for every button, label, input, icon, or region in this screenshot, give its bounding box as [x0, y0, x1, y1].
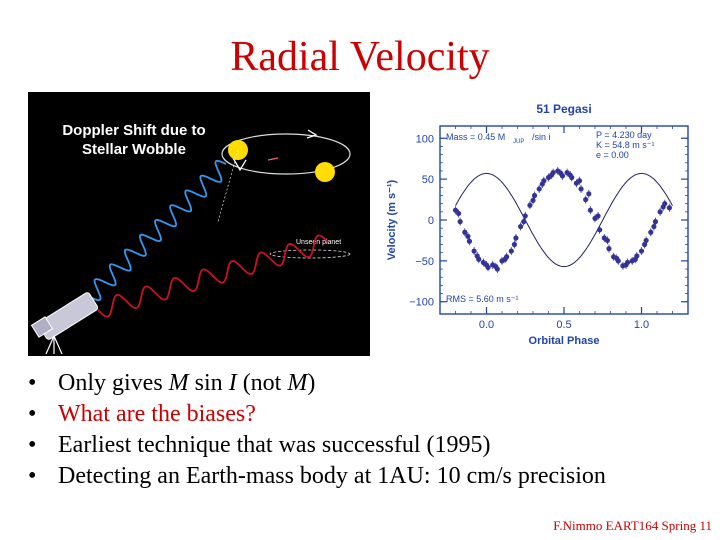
doppler-wobble-figure: Unseen planet Doppler Shift due to Stell… [28, 92, 370, 356]
motion-arrow-icon [267, 157, 279, 161]
bullet-item: • Only gives M sin I (not M) [28, 368, 718, 399]
bullet-item: • What are the biases? [28, 399, 718, 430]
blueshift-wave [89, 159, 227, 302]
y-tick-label: −100 [409, 297, 434, 309]
mass-subscript: JUP [513, 139, 524, 145]
sightline [217, 149, 239, 223]
redshift-wave [97, 234, 329, 318]
bullet-item: • Detecting an Earth-mass body at 1AU: 10… [28, 461, 718, 492]
orbit-arrow-icon [306, 129, 318, 139]
bullet-item: • Earliest technique that was successful … [28, 430, 718, 461]
figure-title: Doppler Shift due to Stellar Wobble [34, 122, 234, 160]
bullet-list: • Only gives M sin I (not M) • What are the… [28, 368, 718, 492]
bullet-text: M [168, 370, 189, 396]
planet-orbit-line [269, 249, 351, 259]
wobble-orbit [221, 133, 351, 175]
plot-frame [439, 125, 689, 315]
bullet-dot: • [28, 432, 37, 458]
star-icon-2 [315, 162, 335, 182]
radial-velocity-chart: 51 Pegasi −100 −50 0 50 100 0.0 0.5 1.0 Orbital P… [378, 96, 700, 358]
bullet-text: Earliest technique that was successful (… [58, 432, 491, 458]
rv-chart-svg: 51 Pegasi −100 −50 0 50 100 0.0 0.5 1.0 Orbital P… [386, 102, 689, 347]
doppler-wobble-illustration: Unseen planet [30, 129, 351, 355]
mass-annotation-tail: /sin i [532, 132, 551, 142]
x-axis-label: Orbital Phase [529, 335, 600, 347]
bullet-text: I [228, 370, 237, 396]
slide-title: Radial Velocity [230, 34, 490, 80]
y-tick-label: 100 [416, 133, 434, 145]
orbit-param: P = 4.230 day [596, 130, 652, 140]
bullet-text: Detecting an Earth-mass body at 1AU: 10 … [58, 463, 606, 489]
fit-curve [455, 172, 673, 268]
bullet-text: ) [307, 370, 316, 396]
bullet-text: sin [188, 370, 229, 396]
y-axis-label: Velocity (m s⁻¹) [386, 179, 398, 260]
chart-title: 51 Pegasi [536, 102, 591, 116]
bullet-dot: • [28, 370, 37, 396]
orbit-param: K = 54.8 m s⁻¹ [596, 140, 655, 150]
y-tick-label: −50 [415, 256, 434, 268]
y-tick-label: 50 [422, 174, 434, 186]
orbit-param: e = 0.00 [596, 150, 629, 160]
x-tick-label: 0.5 [556, 319, 571, 331]
orbit-arrow-icon-2 [232, 157, 247, 172]
rms-annotation: RMS = 5.60 m s⁻¹ [446, 294, 519, 304]
unseen-planet-label: Unseen planet [296, 239, 341, 246]
bullet-dot: • [28, 463, 37, 489]
x-tick-label: 1.0 [634, 319, 649, 331]
bullet-dot: • [28, 401, 37, 427]
footer-credit: F.Nimmo EART164 Spring 11 [553, 518, 712, 533]
figure-title-line2: Stellar Wobble [82, 140, 186, 158]
bullet-text: (not [236, 370, 288, 396]
y-tick-label: 0 [428, 215, 434, 227]
telescope-icon [30, 292, 99, 355]
mass-annotation: Mass = 0.45 M [446, 132, 505, 142]
bullet-text: Only gives [58, 370, 169, 396]
figure-title-line1: Doppler Shift due to [62, 122, 206, 139]
x-tick-label: 0.0 [479, 319, 494, 331]
bullet-text: M [287, 370, 308, 396]
bullet-text: What are the biases? [58, 401, 256, 427]
